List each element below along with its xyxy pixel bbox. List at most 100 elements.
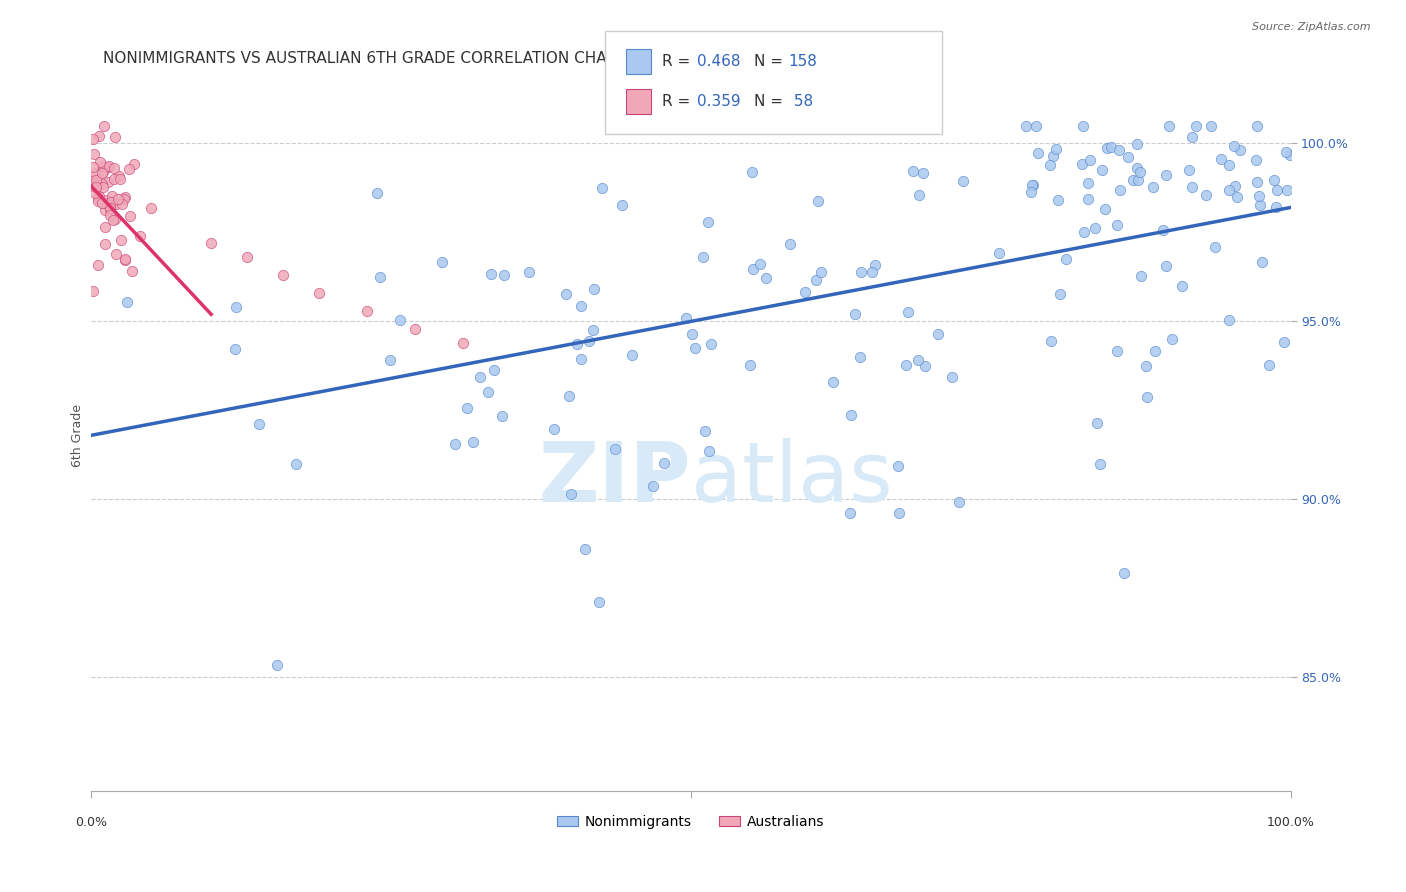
Point [430,255,453,269]
Point [692,250,714,264]
Point [100,194,122,209]
Point [790,119,813,133]
Point [90,178,112,192]
Point [1073,119,1095,133]
Point [1135,359,1157,374]
Point [93,220,115,235]
Point [1015,119,1038,133]
Y-axis label: 6th Grade: 6th Grade [72,404,84,467]
Point [948,495,970,509]
Point [456,401,478,416]
Point [1265,200,1288,214]
Point [225,300,247,314]
Point [114,189,136,203]
Point [860,264,883,278]
Point [308,285,330,300]
Text: 100.0%: 100.0% [1267,816,1315,830]
Point [941,370,963,384]
Point [779,236,801,251]
Point [477,384,499,399]
Point [482,363,505,377]
Point [569,351,592,366]
Point [366,186,388,200]
Text: 0.468: 0.468 [697,54,741,69]
Point [1225,179,1247,194]
Point [378,353,401,368]
Point [1143,343,1166,358]
Point [652,456,675,470]
Point [122,157,145,171]
Text: ZIP: ZIP [538,437,690,518]
Point [103,172,125,186]
Point [738,359,761,373]
Point [89,189,111,203]
Point [1211,153,1233,167]
Point [271,268,294,282]
Text: 0.359: 0.359 [697,95,741,109]
Point [1218,157,1240,171]
Point [1157,119,1180,133]
Text: Source: ZipAtlas.com: Source: ZipAtlas.com [1253,22,1371,32]
Point [741,164,763,178]
Point [681,327,703,342]
Point [675,310,697,325]
Point [641,479,664,493]
Point [82,160,104,174]
Point [1246,176,1268,190]
Point [1077,192,1099,206]
Point [389,313,412,327]
Text: N =: N = [754,54,787,69]
Point [97,159,120,173]
Point [560,487,582,501]
Point [491,409,513,423]
Point [93,119,115,133]
Point [1109,183,1132,197]
Point [1026,146,1049,161]
Point [84,166,107,180]
Point [1181,130,1204,145]
Point [1154,169,1177,183]
Point [1218,313,1240,327]
Point [1054,252,1077,267]
Point [1039,334,1062,349]
Point [96,193,118,207]
Point [1022,178,1045,192]
Point [911,165,934,179]
Point [1181,180,1204,194]
Point [86,178,108,193]
Point [810,265,832,279]
Point [107,169,129,183]
Point [1116,150,1139,164]
Point [1185,119,1208,133]
Point [839,507,862,521]
Point [683,341,706,355]
Point [94,196,117,211]
Point [284,457,307,471]
Point [1021,185,1043,199]
Point [621,348,644,362]
Point [82,132,104,146]
Point [555,286,578,301]
Point [565,336,588,351]
Point [110,233,132,247]
Point [224,342,246,356]
Point [84,180,107,194]
Point [1152,223,1174,237]
Point [806,272,828,286]
Point [1091,162,1114,177]
Point [104,212,127,227]
Point [1046,193,1069,207]
Point [97,175,120,189]
Point [583,282,606,296]
Point [1277,183,1299,197]
Point [1142,180,1164,194]
Point [104,130,127,145]
Point [1045,142,1067,156]
Point [844,307,866,321]
Point [1078,153,1101,168]
Point [1077,176,1099,190]
Point [1247,189,1270,203]
Text: R =: R = [662,95,696,109]
Point [1154,259,1177,273]
Point [114,252,136,267]
